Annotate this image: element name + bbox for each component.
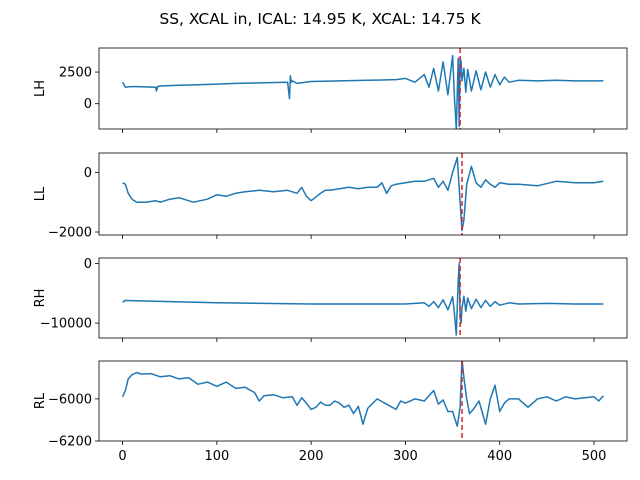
axes-frame bbox=[98, 47, 628, 130]
series-line-rh bbox=[122, 262, 604, 336]
x-tick-label: 0 bbox=[118, 449, 126, 464]
axes-frame bbox=[98, 152, 628, 236]
axes-frame bbox=[98, 360, 628, 442]
y-axis-label: RH bbox=[33, 289, 48, 308]
x-tick-label: 100 bbox=[204, 449, 229, 464]
axes-frame bbox=[98, 257, 628, 339]
y-tick-label: −10000 bbox=[40, 317, 92, 332]
x-tick-label: 300 bbox=[393, 449, 418, 464]
y-axis-label: LL bbox=[33, 186, 48, 201]
subplot-rl: −6000 −6200 0 100 200 300 400 500 RL bbox=[33, 360, 628, 464]
subplot-rh: 0 −10000 RH bbox=[33, 257, 628, 342]
y-tick-label: −2000 bbox=[48, 226, 92, 241]
series-line-lh bbox=[121, 54, 604, 129]
y-tick-label: 0 bbox=[84, 97, 92, 112]
subplot-lh: 0 2500 LH bbox=[33, 47, 628, 133]
y-tick-label: 0 bbox=[84, 257, 92, 272]
y-axis-label: LH bbox=[33, 80, 48, 97]
x-tick-label: 500 bbox=[582, 449, 607, 464]
y-tick-label: 2500 bbox=[59, 66, 92, 81]
series-line-rl bbox=[121, 361, 604, 428]
chart-title: SS, XCAL in, ICAL: 14.95 K, XCAL: 14.75 … bbox=[159, 10, 481, 28]
x-tick-label: 200 bbox=[299, 449, 324, 464]
x-tick-label: 400 bbox=[487, 449, 512, 464]
series-line-ll bbox=[122, 156, 604, 232]
y-tick-label: 0 bbox=[84, 166, 92, 181]
y-tick-label: −6200 bbox=[48, 435, 92, 450]
y-axis-label: RL bbox=[33, 392, 48, 409]
subplot-ll: 0 −2000 LL bbox=[33, 152, 628, 241]
y-tick-label: −6000 bbox=[48, 392, 92, 407]
